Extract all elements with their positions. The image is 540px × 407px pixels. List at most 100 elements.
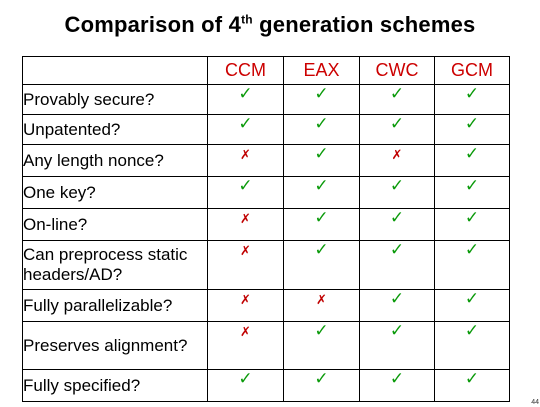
check-mark-icon: ✓ [464,84,480,104]
cell-cwc: ✓ [359,289,435,322]
cell-cwc: ✓ [359,369,435,402]
row-label: Fully parallelizable? [22,289,208,322]
row-label: Fully specified? [22,369,208,402]
column-header-cwc: CWC [359,56,435,85]
cell-ccm: ✗ [207,144,284,177]
row-label: On-line? [22,208,208,241]
check-mark-icon: ✓ [314,369,329,389]
cell-gcm: ✓ [434,321,510,370]
cell-cwc: ✗ [359,144,435,177]
comparison-table: CCM EAX CWC GCM Provably secure? ✓ ✓ ✓ ✓ Unpa… [22,56,510,402]
check-mark-icon: ✓ [238,84,253,104]
cell-cwc: ✓ [359,114,435,145]
check-mark-icon: ✓ [464,289,480,309]
cell-eax: ✓ [283,240,360,290]
check-mark-icon: ✓ [314,176,329,196]
cross-mark-icon: ✗ [240,325,251,340]
cross-mark-icon: ✗ [240,293,251,308]
cell-eax: ✓ [283,144,360,177]
cell-ccm: ✗ [207,321,284,370]
cell-ccm: ✓ [207,176,284,209]
cell-gcm: ✓ [434,114,510,145]
check-mark-icon: ✓ [389,369,405,389]
title-superscript: th [241,12,253,27]
row-label: Can preprocess static headers/AD? [22,240,208,290]
cell-ccm: ✗ [207,240,284,290]
cell-gcm: ✓ [434,240,510,290]
check-mark-icon: ✓ [464,144,480,164]
cell-ccm: ✓ [207,114,284,145]
table-row: Unpatented? ✓ ✓ ✓ ✓ [22,114,510,145]
cross-mark-icon: ✗ [240,148,251,163]
check-mark-icon: ✓ [314,144,329,164]
cell-gcm: ✓ [434,84,510,115]
title-text-end: generation schemes [252,12,476,37]
row-label: One key? [22,176,208,209]
cell-eax: ✓ [283,321,360,370]
table-body: Provably secure? ✓ ✓ ✓ ✓ Unpatented? ✓ ✓ ✓ ✓ Any l… [22,84,510,402]
cell-eax: ✓ [283,369,360,402]
check-mark-icon: ✓ [389,208,405,228]
cross-mark-icon: ✗ [240,244,251,259]
cell-eax: ✓ [283,176,360,209]
page-number: 44 [531,399,539,406]
check-mark-icon: ✓ [238,369,253,389]
check-mark-icon: ✓ [464,208,480,228]
check-mark-icon: ✓ [389,321,405,341]
check-mark-icon: ✓ [464,114,480,134]
table-row: Fully specified? ✓ ✓ ✓ ✓ [22,369,510,402]
column-header-gcm: GCM [434,56,510,85]
cell-eax: ✓ [283,114,360,145]
check-mark-icon: ✓ [389,176,405,196]
cell-eax: ✗ [283,289,360,322]
row-label: Provably secure? [22,84,208,115]
check-mark-icon: ✓ [389,289,405,309]
check-mark-icon: ✓ [314,321,329,341]
row-label: Unpatented? [22,114,208,145]
column-header-ccm: CCM [207,56,284,85]
cell-gcm: ✓ [434,176,510,209]
slide-title: Comparison of 4th generation schemes [0,12,540,38]
cell-ccm: ✗ [207,289,284,322]
cell-cwc: ✓ [359,176,435,209]
table-row: On-line? ✗ ✓ ✓ ✓ [22,208,510,241]
check-mark-icon: ✓ [389,240,405,260]
cell-cwc: ✓ [359,321,435,370]
cell-gcm: ✓ [434,289,510,322]
table-row: Preserves alignment? ✗ ✓ ✓ ✓ [22,321,510,370]
check-mark-icon: ✓ [464,321,480,341]
check-mark-icon: ✓ [314,208,329,228]
cell-ccm: ✓ [207,84,284,115]
table-row: Any length nonce? ✗ ✓ ✗ ✓ [22,144,510,177]
cell-cwc: ✓ [359,208,435,241]
cell-eax: ✓ [283,208,360,241]
cell-cwc: ✓ [359,84,435,115]
check-mark-icon: ✓ [464,240,480,260]
cell-ccm: ✓ [207,369,284,402]
cell-gcm: ✓ [434,369,510,402]
check-mark-icon: ✓ [238,176,253,196]
check-mark-icon: ✓ [464,176,480,196]
check-mark-icon: ✓ [314,240,329,260]
cross-mark-icon: ✗ [316,293,327,308]
check-mark-icon: ✓ [314,114,329,134]
cell-cwc: ✓ [359,240,435,290]
row-label: Preserves alignment? [22,321,208,370]
table-row: Can preprocess static headers/AD? ✗ ✓ ✓ ✓ [22,240,510,290]
title-text: Comparison of 4 [64,12,242,37]
cell-gcm: ✓ [434,208,510,241]
row-label: Any length nonce? [22,144,208,177]
cross-mark-icon: ✗ [391,148,403,163]
cell-ccm: ✗ [207,208,284,241]
cross-mark-icon: ✗ [240,212,251,227]
column-header-eax: EAX [283,56,360,85]
table-row: Fully parallelizable? ✗ ✗ ✓ ✓ [22,289,510,322]
cell-eax: ✓ [283,84,360,115]
table-row: One key? ✓ ✓ ✓ ✓ [22,176,510,209]
check-mark-icon: ✓ [464,369,480,389]
header-row: CCM EAX CWC GCM [22,56,510,85]
cell-gcm: ✓ [434,144,510,177]
check-mark-icon: ✓ [238,114,253,134]
table-row: Provably secure? ✓ ✓ ✓ ✓ [22,84,510,115]
corner-cell [22,56,208,85]
